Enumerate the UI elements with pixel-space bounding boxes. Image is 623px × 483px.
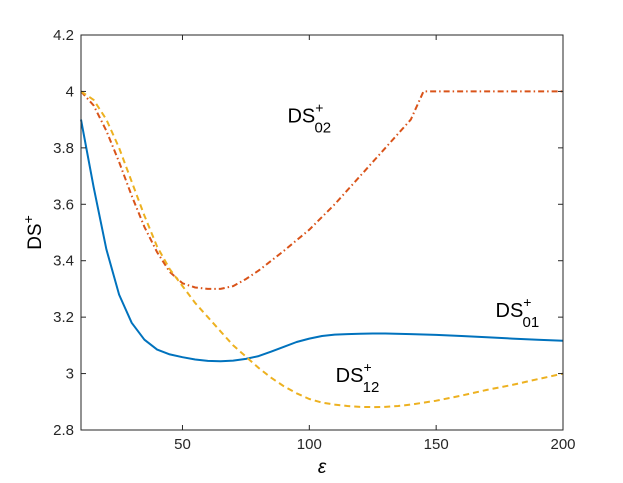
ticks-layer: 50 100 150 200 2.8 3 3.2 3.4 3.6 3.8 4 4.2 (53, 27, 575, 453)
series-label-sub: 01 (522, 314, 539, 331)
y-tick-label: 3.6 (53, 196, 74, 213)
x-axis-label: ε (318, 457, 327, 478)
series-label-sub: 12 (363, 379, 380, 396)
series-label-01: DS+ 01 (496, 294, 540, 331)
series-label-sup: + (523, 294, 531, 310)
series-label-02: DS+ 02 (287, 99, 331, 136)
y-tick-label: 3.4 (53, 253, 74, 270)
series-label-main: DS (496, 300, 524, 322)
y-axis-label-main: DS (25, 223, 46, 249)
y-tick-label: 3 (66, 366, 74, 383)
series-label-sub: 02 (314, 119, 331, 136)
series-line-dsplus-02 (80, 90, 563, 290)
x-tick-label: 50 (174, 436, 191, 453)
y-tick-label: 3.2 (53, 309, 74, 326)
series-label-main: DS (336, 365, 364, 387)
y-tick-label: 4 (66, 83, 74, 100)
series-line-dsplus-01 (80, 119, 564, 363)
series-layer (80, 90, 564, 409)
x-tick-label: 100 (297, 436, 322, 453)
y-axis-label: DS+ (20, 215, 46, 250)
y-tick-label: 3.8 (53, 140, 74, 157)
x-tick-label: 150 (424, 436, 449, 453)
y-axis-label-sup: + (20, 215, 36, 223)
series-label-sup: + (363, 359, 371, 375)
series-label-12: DS+ 12 (336, 359, 380, 396)
axes-box (80, 34, 564, 431)
series-label-main: DS (287, 105, 315, 127)
series-label-sup: + (315, 99, 323, 115)
y-tick-label: 2.8 (53, 422, 74, 439)
y-tick-label: 4.2 (53, 27, 74, 44)
x-tick-label: 200 (550, 436, 575, 453)
series-line-dsplus-12 (80, 90, 564, 409)
